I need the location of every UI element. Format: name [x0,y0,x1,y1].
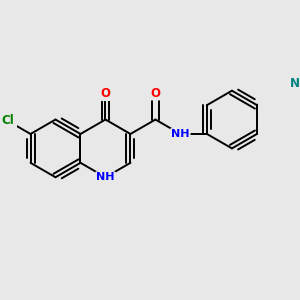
Text: N: N [290,77,299,90]
Text: O: O [150,86,161,100]
Text: NH: NH [171,129,190,139]
Text: O: O [100,87,110,100]
Text: Cl: Cl [2,115,14,128]
Text: NH: NH [96,172,115,182]
